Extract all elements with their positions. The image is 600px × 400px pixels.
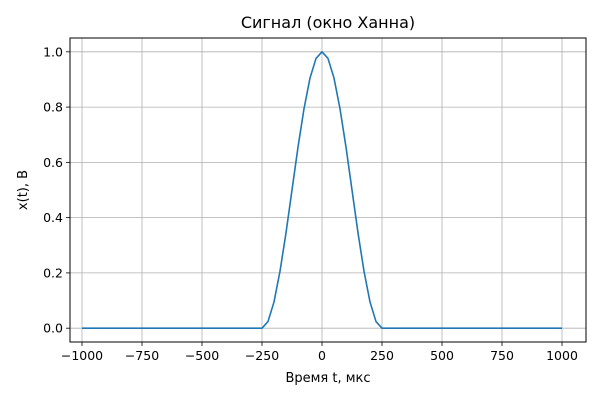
x-tick-label: −750 xyxy=(125,348,159,363)
y-tick-label: 1.0 xyxy=(43,44,63,59)
x-tick-label: 750 xyxy=(490,348,514,363)
y-tick-label: 0.2 xyxy=(43,265,63,280)
chart-title: Сигнал (окно Ханна) xyxy=(241,13,415,32)
ticks: −1000 −750 −500 −250 0 250 500 750 1000 0.0 0.2 0.4… xyxy=(43,44,578,363)
axes-frame xyxy=(69,37,587,343)
x-tick-label: 1000 xyxy=(546,348,578,363)
x-tick-label: 500 xyxy=(430,348,454,363)
x-tick-label: 0 xyxy=(318,348,326,363)
y-tick-label: 0.4 xyxy=(43,210,63,225)
y-tick-label: 0.6 xyxy=(43,155,63,170)
x-tick-label: −1000 xyxy=(61,348,103,363)
series-line xyxy=(82,51,562,329)
y-tick-label: 0.8 xyxy=(43,100,63,115)
x-tick-label: −500 xyxy=(185,348,219,363)
x-axis-label: Время t, мкс xyxy=(285,371,370,386)
series-layer xyxy=(82,51,562,329)
y-tick-label: 0.0 xyxy=(43,321,63,336)
x-tick-label: −250 xyxy=(245,348,279,363)
x-tick-label: 250 xyxy=(370,348,394,363)
grid xyxy=(70,38,586,342)
y-axis-label: x(t), В xyxy=(16,170,31,210)
